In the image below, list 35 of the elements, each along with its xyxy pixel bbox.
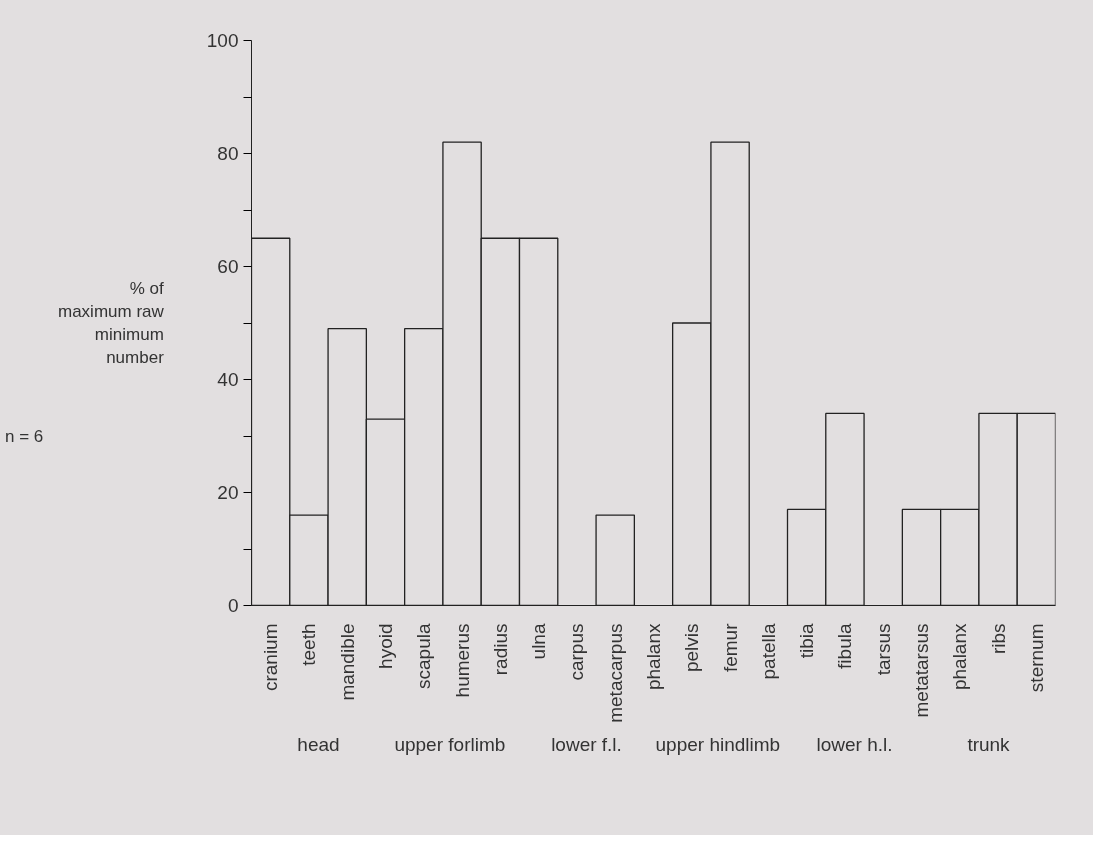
- text: trunk: [967, 733, 1011, 755]
- text: upper forlimb: [394, 733, 506, 755]
- text: lower h.l.: [816, 733, 893, 755]
- x-tick-label: scapula: [413, 623, 435, 689]
- x-tick-label: phalanx: [643, 623, 664, 691]
- y-axis-title: % of maximum raw minimum number: [58, 279, 165, 367]
- x-tick-label: tibia: [796, 623, 818, 659]
- y-tick-label: 60: [217, 256, 239, 277]
- y-tick-label: 20: [217, 482, 239, 503]
- x-tick-label: patella: [757, 623, 779, 680]
- x-tick-label: femur: [719, 622, 741, 673]
- x-tick-label: carpus: [566, 623, 588, 681]
- y-tick-label: 0: [227, 595, 239, 616]
- x-tick-label: humerus: [451, 623, 473, 698]
- text: lower f.l.: [551, 733, 622, 755]
- text: head: [297, 733, 340, 755]
- y-tick-label: 80: [217, 143, 239, 164]
- x-tick-label: metatarsus: [911, 623, 932, 718]
- text: n = 6: [5, 426, 44, 448]
- x-tick-label: teeth: [298, 623, 320, 666]
- text: upper hindlimb: [655, 733, 781, 755]
- x-tick-label: fibula: [834, 623, 856, 669]
- y-tick-label: 100: [206, 30, 239, 51]
- x-tick-label: tarsus: [872, 623, 894, 676]
- x-tick-label: hyoid: [375, 623, 396, 669]
- x-tick-label: metacarpus: [604, 623, 626, 723]
- y-tick-label: 40: [217, 369, 239, 390]
- x-tick-label: radius: [489, 623, 511, 676]
- x-tick-label: pelvis: [681, 623, 703, 673]
- x-tick-label: phalanx: [949, 623, 971, 691]
- x-tick-label: ulna: [528, 623, 550, 660]
- x-tick-label: mandible: [336, 623, 358, 701]
- x-tick-label: ribs: [987, 623, 1009, 655]
- x-tick-label: sternum: [1025, 623, 1047, 693]
- x-tick-label: cranium: [260, 623, 282, 692]
